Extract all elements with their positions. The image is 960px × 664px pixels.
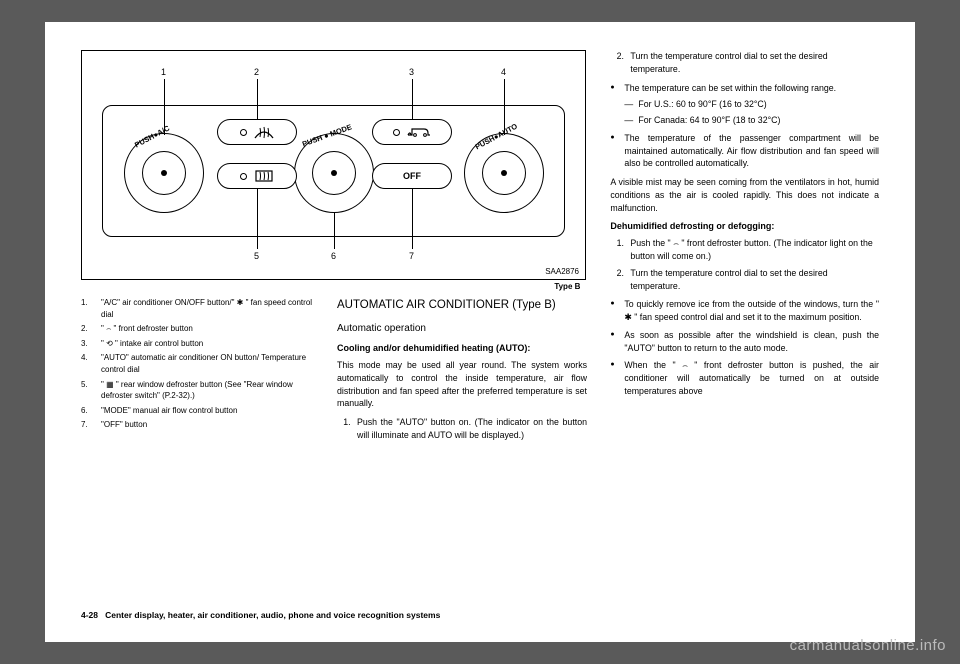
mist-note: A visible mist may be seen coming from t… — [610, 176, 879, 214]
auto-temp-knob: PUSH●AUTO — [464, 133, 544, 213]
diagram-caption: Type B — [81, 282, 580, 291]
defog-heading: Dehumidified defrosting or defogging: — [610, 220, 879, 233]
legend-7: "OFF" button — [101, 419, 147, 431]
step-1: Push the "AUTO" button on. (The indicato… — [353, 416, 587, 442]
note-ice: To quickly remove ice from the outside o… — [610, 298, 879, 324]
mode-knob: PUSH ● MODE — [294, 133, 374, 213]
callout-3: 3 — [409, 67, 414, 77]
callout-6: 6 — [331, 251, 336, 261]
under-diagram-row: 1."A/C" air conditioner ON/OFF button/" … — [81, 297, 588, 448]
step-2: Turn the temperature control dial to set… — [626, 50, 879, 76]
left-column: PUSH●A/C PUSH ● MODE PUSH●AUTO — [81, 50, 588, 448]
manual-page: PUSH●A/C PUSH ● MODE PUSH●AUTO — [45, 22, 915, 642]
callout-1: 1 — [161, 67, 166, 77]
chapter-title: Center display, heater, air conditioner,… — [105, 610, 440, 620]
control-panel-diagram: PUSH●A/C PUSH ● MODE PUSH●AUTO — [81, 50, 586, 280]
notes-list-1: The temperature can be set within the fo… — [610, 82, 879, 171]
mode-heading: Cooling and/or dehumidified heating (AUT… — [337, 342, 587, 355]
front-defrost-button — [217, 119, 297, 145]
legend-1: "A/C" air conditioner ON/OFF button/" ✱ … — [101, 297, 321, 320]
page-footer: 4-28 Center display, heater, air conditi… — [81, 610, 440, 620]
legend-6: "MODE" manual air flow control button — [101, 405, 237, 417]
legend-5: " ▦ " rear window defroster button (See … — [101, 379, 321, 402]
note-ac-auto: When the " ⌢ " front defroster button is… — [610, 359, 879, 397]
watermark: carmanualsonline.info — [790, 637, 946, 654]
right-column: Turn the temperature control dial to set… — [610, 50, 879, 448]
off-button: OFF — [372, 163, 452, 189]
range-us: For U.S.: 60 to 90°F (16 to 32°C) — [624, 98, 879, 111]
callout-7: 7 — [409, 251, 414, 261]
legend-3: " ⟲ " intake air control button — [101, 338, 203, 350]
note-auto: The temperature of the passenger compart… — [610, 132, 879, 170]
image-id: SAA2876 — [545, 267, 579, 276]
subsection-heading: Automatic operation — [337, 322, 587, 337]
steps-list: Push the "AUTO" button on. (The indicato… — [337, 416, 587, 442]
intake-air-button — [372, 119, 452, 145]
page-number: 4-28 — [81, 610, 98, 620]
callout-4: 4 — [501, 67, 506, 77]
notes-list-2: To quickly remove ice from the outside o… — [610, 298, 879, 397]
off-label: OFF — [403, 171, 421, 181]
legend-list: 1."A/C" air conditioner ON/OFF button/" … — [81, 297, 321, 448]
mode-desc: This mode may be used all year round. Th… — [337, 359, 587, 410]
section-heading: AUTOMATIC AIR CONDITIONER (Type B) — [337, 297, 587, 314]
steps-cont: Turn the temperature control dial to set… — [610, 50, 879, 76]
range-sublist: For U.S.: 60 to 90°F (16 to 32°C) For Ca… — [624, 98, 879, 127]
note-return: As soon as possible after the windshield… — [610, 329, 879, 355]
legend-4: "AUTO" automatic air conditioner ON butt… — [101, 352, 321, 375]
defog-1: Push the " ⌢ " front defroster button. (… — [626, 237, 879, 263]
rear-defrost-button — [217, 163, 297, 189]
description-col: AUTOMATIC AIR CONDITIONER (Type B) Autom… — [337, 297, 587, 448]
defog-steps: Push the " ⌢ " front defroster button. (… — [610, 237, 879, 292]
callout-2: 2 — [254, 67, 259, 77]
note-range: The temperature can be set within the fo… — [610, 82, 879, 127]
range-ca: For Canada: 64 to 90°F (18 to 32°C) — [624, 114, 879, 127]
fan-ac-knob: PUSH●A/C — [124, 133, 204, 213]
defog-2: Turn the temperature control dial to set… — [626, 267, 879, 293]
callout-5: 5 — [254, 251, 259, 261]
legend-2: " ⌢ " front defroster button — [101, 323, 193, 335]
content-columns: PUSH●A/C PUSH ● MODE PUSH●AUTO — [81, 50, 879, 448]
